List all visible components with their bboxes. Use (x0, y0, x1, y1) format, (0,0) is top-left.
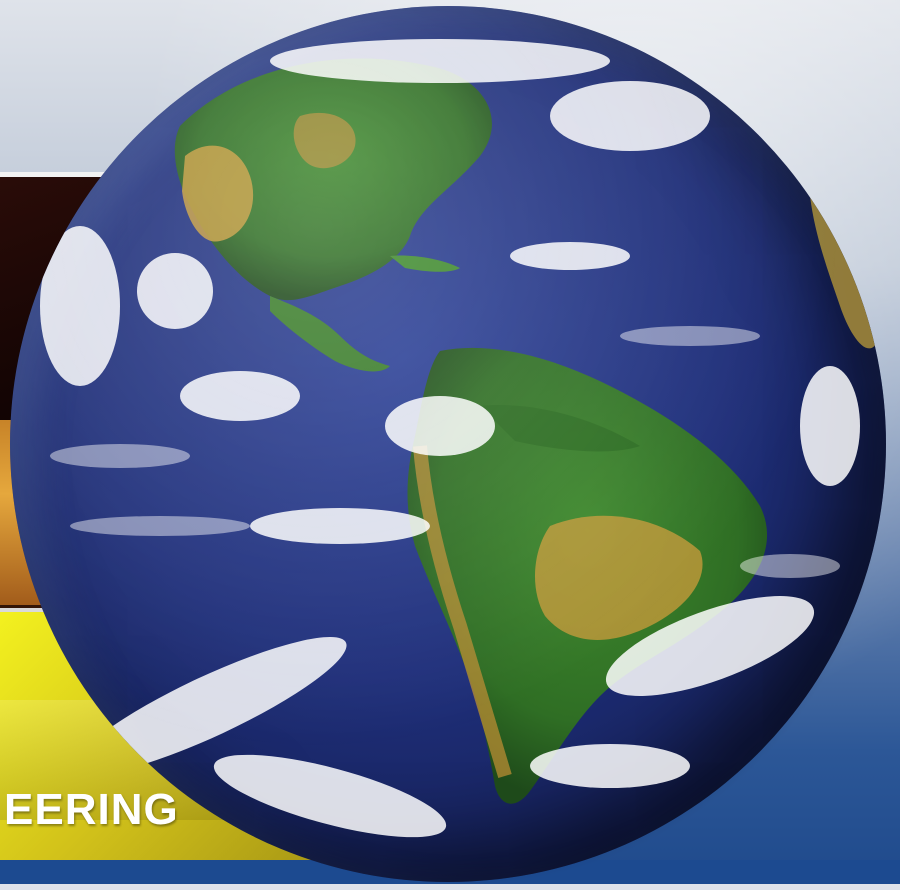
earth-globe (10, 6, 886, 882)
banner-text: EERING (4, 785, 179, 834)
earth-illustration (10, 6, 886, 882)
globe-shine (10, 6, 886, 882)
